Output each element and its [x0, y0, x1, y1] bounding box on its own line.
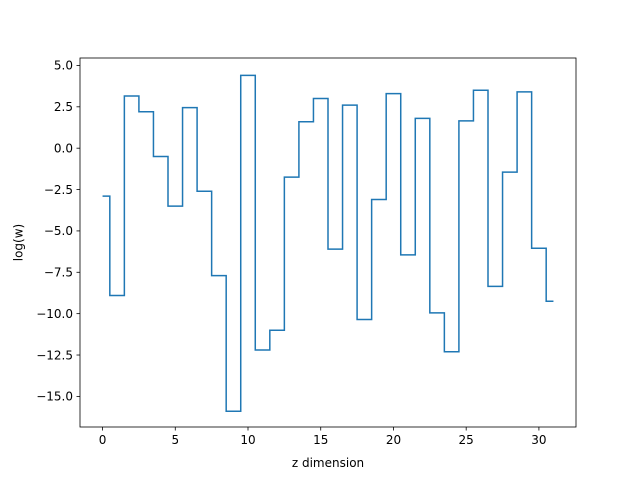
series-layer	[102, 74, 554, 413]
y-tick-label: −15.0	[36, 390, 73, 404]
x-tick-label: 25	[459, 433, 474, 447]
y-tick-label: −5.0	[44, 224, 73, 238]
y-axis-label: log(w)	[12, 224, 26, 261]
y-tick-label: −2.5	[44, 183, 73, 197]
y-tick-label: 0.0	[54, 141, 73, 155]
x-tick-label: 10	[240, 433, 255, 447]
y-tick-label: −7.5	[44, 266, 73, 280]
y-tick-label: 5.0	[54, 59, 73, 73]
y-axis-ticks: 5.0 2.5 0.0 −2.5 −5.0 −7.5 −10.0 −12.5 −15.0	[36, 59, 80, 404]
series-line-0	[102, 74, 554, 413]
x-axis-label: z dimension	[292, 456, 364, 470]
y-tick-label: −12.5	[36, 348, 73, 362]
y-tick-label: 2.5	[54, 100, 73, 114]
x-tick-label: 0	[99, 433, 107, 447]
y-tick-label: −10.0	[36, 307, 73, 321]
x-tick-label: 15	[313, 433, 328, 447]
plot-frame	[79, 57, 577, 428]
x-tick-label: 30	[531, 433, 546, 447]
x-tick-label: 20	[386, 433, 401, 447]
x-axis-ticks: 0 5 10 15 20 25 30	[99, 427, 547, 447]
x-tick-label: 5	[171, 433, 179, 447]
